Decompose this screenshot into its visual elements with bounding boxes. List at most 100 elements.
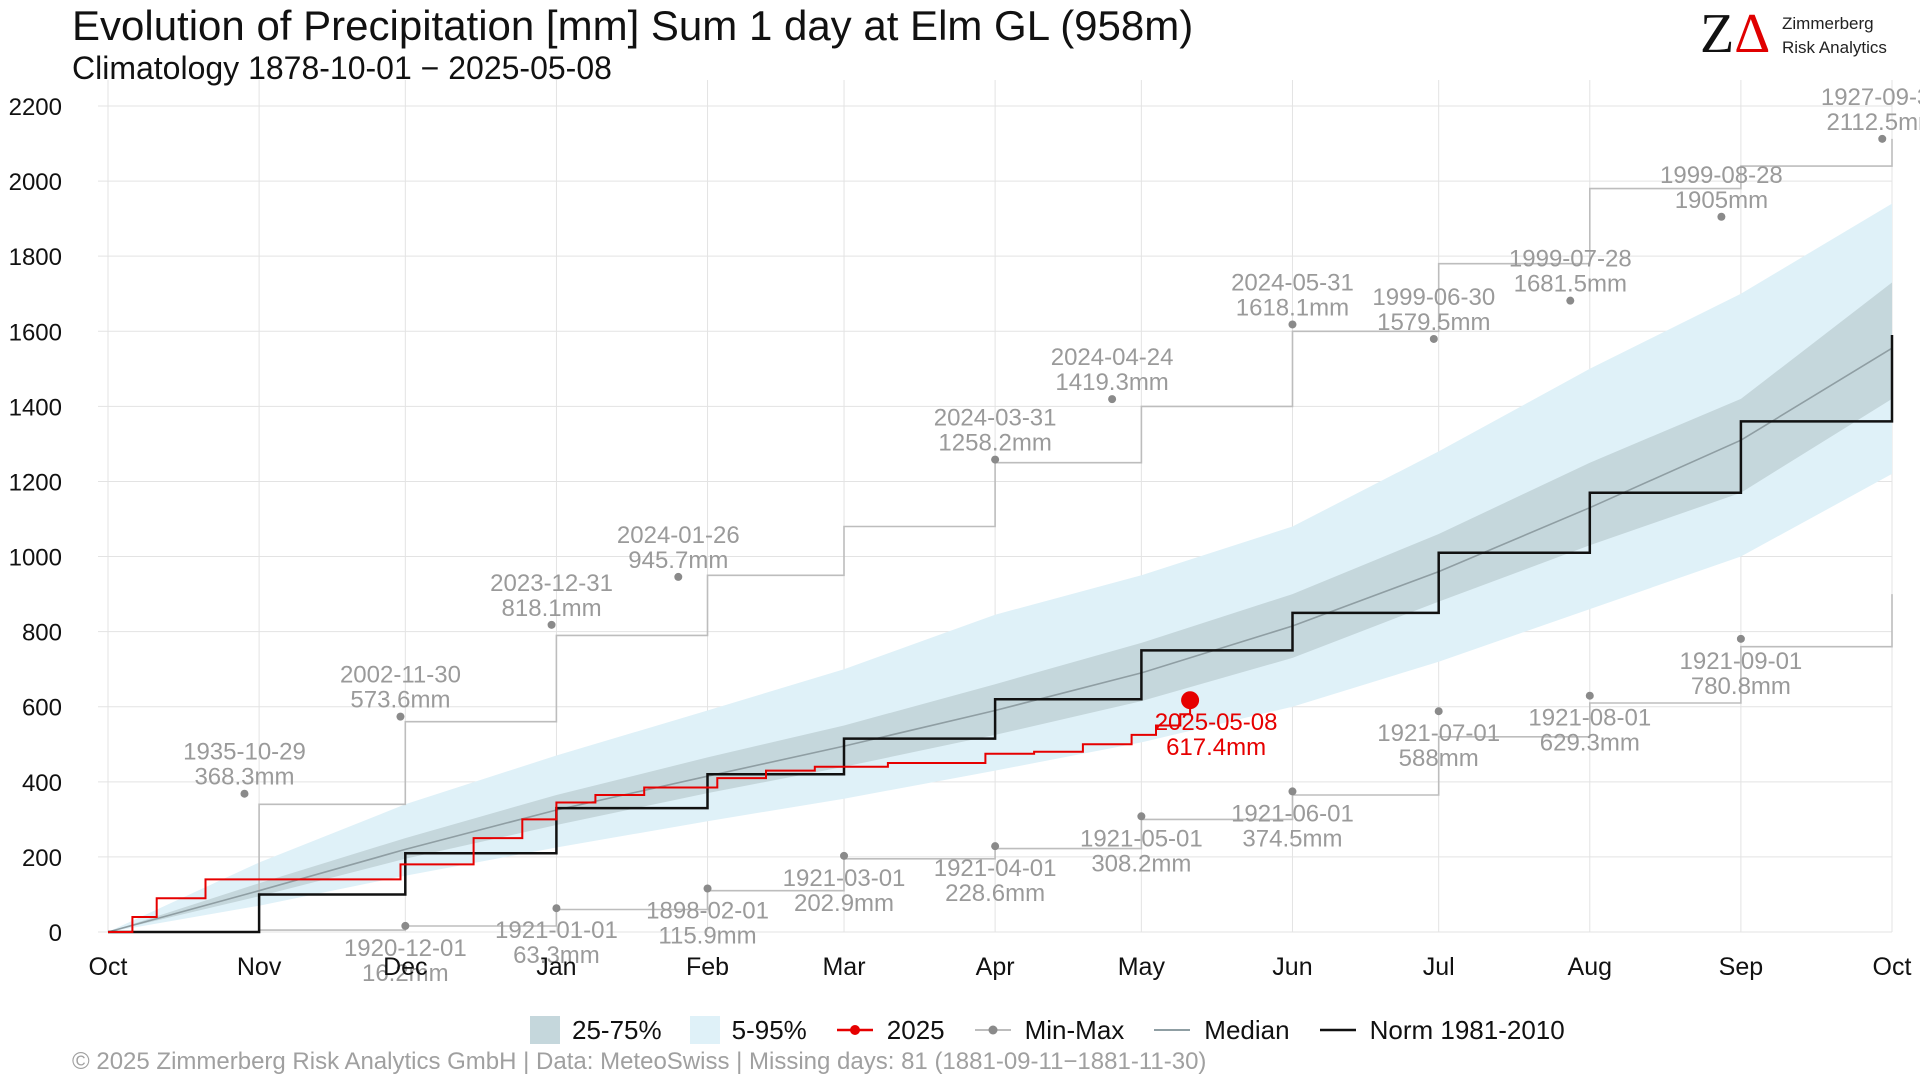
band-5-95 bbox=[108, 203, 1892, 933]
max-point-label-value: 1905mm bbox=[1675, 187, 1768, 214]
y-tick-label: 1800 bbox=[9, 244, 62, 271]
min-max-points bbox=[240, 134, 1887, 930]
max-point bbox=[396, 712, 405, 721]
x-tick-label: Jan bbox=[536, 953, 576, 981]
min-point-label-date: 1921-07-01 bbox=[1377, 720, 1500, 747]
max-point-label-date: 2024-03-31 bbox=[934, 405, 1057, 432]
min-point bbox=[401, 921, 410, 930]
legend-item-norm: Norm 1981-2010 bbox=[1319, 1014, 1565, 1045]
max-point bbox=[1717, 212, 1726, 221]
legend-item-median: Median bbox=[1154, 1014, 1290, 1045]
max-point-label-date: 2024-05-31 bbox=[1231, 269, 1354, 296]
min-point bbox=[840, 851, 849, 860]
max-point bbox=[1288, 320, 1297, 329]
min-point bbox=[552, 904, 561, 913]
y-tick-label: 1200 bbox=[9, 469, 62, 496]
current-point-label-date: 2025-05-08 bbox=[1155, 709, 1278, 736]
y-tick-label: 600 bbox=[22, 695, 62, 722]
max-point-label-date: 2002-11-30 bbox=[340, 662, 461, 689]
max-point-label-date: 2024-01-26 bbox=[617, 522, 740, 549]
max-point bbox=[1429, 334, 1438, 343]
max-point-label-value: 1579.5mm bbox=[1377, 309, 1490, 336]
min-point-label-value: 374.5mm bbox=[1242, 825, 1342, 852]
x-tick-label: Oct bbox=[89, 953, 128, 981]
x-tick-label: Apr bbox=[976, 953, 1015, 981]
min-point-label-value: 202.9mm bbox=[794, 890, 894, 917]
max-point-label-date: 1927-09-30 bbox=[1821, 84, 1920, 111]
y-tick-label: 1400 bbox=[9, 394, 62, 421]
max-point-label-value: 1618.1mm bbox=[1236, 294, 1349, 321]
min-point-label-date: 1921-06-01 bbox=[1231, 800, 1354, 827]
y-tick-label: 400 bbox=[22, 770, 62, 797]
current-point bbox=[1181, 691, 1200, 710]
axis-labels: 0 200 400 600 800 1000 1200 1400 1600 1800 2000 220… bbox=[9, 94, 1912, 981]
chart-legend: 25-75% 5-95% 2025 Min-Max Median Norm 19… bbox=[530, 1010, 1593, 1050]
y-tick-label: 800 bbox=[22, 620, 62, 647]
min-point bbox=[1736, 634, 1745, 643]
min-point-label-value: 308.2mm bbox=[1091, 850, 1191, 877]
min-point-label-date: 1921-08-01 bbox=[1528, 705, 1651, 732]
min-point-label-date: 1921-05-01 bbox=[1080, 825, 1203, 852]
y-tick-label: 2200 bbox=[9, 94, 62, 121]
current-point-label-value: 617.4mm bbox=[1166, 734, 1266, 761]
x-tick-label: Nov bbox=[237, 953, 282, 981]
min-point-label-date: 1920-12-01 bbox=[344, 935, 467, 962]
logo-text-line1: Zimmerberg bbox=[1782, 14, 1874, 33]
max-point-label-date: 2024-04-24 bbox=[1051, 344, 1174, 371]
min-point bbox=[991, 842, 1000, 851]
min-point-label-value: 588mm bbox=[1399, 745, 1479, 772]
max-point bbox=[674, 572, 683, 581]
min-point bbox=[1585, 691, 1594, 700]
min-point-label-date: 1921-03-01 bbox=[783, 865, 906, 892]
legend-item-min-max: Min-Max bbox=[973, 1015, 1124, 1046]
x-tick-label: Aug bbox=[1568, 953, 1612, 981]
max-point bbox=[1108, 395, 1117, 404]
min-point bbox=[1434, 707, 1443, 716]
min-point-label-date: 1921-01-01 bbox=[495, 917, 618, 944]
max-point-label-value: 1258.2mm bbox=[938, 430, 1051, 457]
max-point bbox=[1566, 296, 1575, 305]
chart-subtitle: Climatology 1878-10-01 − 2025-05-08 bbox=[72, 50, 612, 86]
min-point bbox=[1137, 812, 1146, 821]
max-point-label-date: 1935-10-29 bbox=[183, 739, 306, 766]
x-tick-label: Mar bbox=[822, 953, 865, 981]
x-tick-label: Sep bbox=[1719, 953, 1763, 981]
legend-item-5-95: 5-95% bbox=[689, 1015, 807, 1046]
percentile-bands bbox=[108, 203, 1892, 933]
logo-text-line2: Risk Analytics bbox=[1782, 38, 1887, 57]
logo-mark: ZΔ bbox=[1700, 3, 1771, 65]
y-tick-label: 200 bbox=[22, 845, 62, 872]
legend-item-25-75: 25-75% bbox=[530, 1015, 662, 1046]
max-point bbox=[547, 620, 556, 629]
min-point-label-value: 115.9mm bbox=[658, 922, 756, 949]
min-point-label-value: 63.3mm bbox=[513, 942, 600, 969]
max-point-label-value: 1681.5mm bbox=[1514, 271, 1627, 298]
min-point-label-value: 629.3mm bbox=[1540, 730, 1640, 757]
x-tick-label: Oct bbox=[1873, 953, 1912, 981]
x-tick-label: Jul bbox=[1423, 953, 1455, 981]
y-tick-label: 1600 bbox=[9, 319, 62, 346]
y-tick-label: 1000 bbox=[9, 545, 62, 572]
x-tick-label: May bbox=[1118, 953, 1166, 981]
max-point-label-value: 945.7mm bbox=[628, 547, 728, 574]
max-point-label-value: 573.6mm bbox=[350, 687, 450, 714]
min-point bbox=[1288, 787, 1297, 796]
x-tick-label: Jun bbox=[1272, 953, 1312, 981]
min-point bbox=[703, 884, 712, 893]
max-point-label-value: 818.1mm bbox=[502, 595, 602, 622]
min-point-label-value: 228.6mm bbox=[945, 880, 1045, 907]
current-2025-line bbox=[108, 700, 1192, 933]
max-point-label-date: 1999-06-30 bbox=[1372, 284, 1495, 311]
legend-item-2025: 2025 bbox=[835, 1015, 945, 1046]
max-point bbox=[1878, 134, 1887, 143]
y-tick-label: 0 bbox=[49, 920, 62, 947]
max-point-label-value: 368.3mm bbox=[194, 764, 294, 791]
max-point-label-date: 1999-08-28 bbox=[1660, 162, 1783, 189]
chart-title: Evolution of Precipitation [mm] Sum 1 da… bbox=[72, 2, 1194, 49]
x-tick-label: Feb bbox=[686, 953, 729, 981]
min-point-label-value: 780.8mm bbox=[1691, 673, 1791, 700]
company-logo: ZΔ Zimmerberg Risk Analytics bbox=[1700, 6, 1910, 62]
norm-line bbox=[108, 335, 1894, 934]
max-point-label-value: 1419.3mm bbox=[1055, 369, 1168, 396]
